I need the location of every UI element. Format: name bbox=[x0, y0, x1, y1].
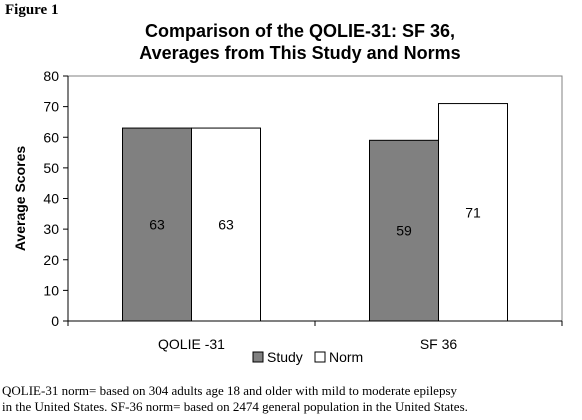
y-tick-label: 10 bbox=[43, 282, 59, 298]
y-tick-label: 20 bbox=[43, 252, 59, 268]
bar-study-0 bbox=[122, 127, 192, 322]
y-tick-label: 30 bbox=[43, 221, 59, 237]
footnote: QOLIE-31 norm= based on 304 adults age 1… bbox=[2, 383, 582, 415]
y-tick-label: 40 bbox=[43, 191, 59, 207]
y-tick-label: 50 bbox=[43, 160, 59, 176]
bar-norm-1 bbox=[438, 103, 508, 322]
data-label-norm-1: 71 bbox=[465, 204, 481, 220]
x-category-label: SF 36 bbox=[420, 336, 458, 352]
footnote-line-1: QOLIE-31 norm= based on 304 adults age 1… bbox=[2, 383, 458, 398]
y-tick-label: 70 bbox=[43, 99, 59, 115]
bar-chart: 0 10 20 30 40 50 60 70 80 Average Scores 63 63 QOLIE… bbox=[12, 68, 563, 365]
data-label-study-0: 63 bbox=[149, 217, 165, 233]
footnote-line-2: in the United States. SF-36 norm= based … bbox=[2, 399, 468, 414]
legend-swatch-norm bbox=[314, 351, 326, 363]
chart-title-line-1: Comparison of the QOLIE-31: SF 36, bbox=[144, 21, 456, 41]
bar-norm-0 bbox=[191, 127, 261, 322]
figure-label: Figure 1 bbox=[5, 2, 59, 18]
y-axis-title: Average Scores bbox=[12, 146, 28, 252]
y-tick-label: 80 bbox=[43, 68, 59, 84]
y-tick-label: 0 bbox=[51, 313, 59, 329]
legend-swatch-study bbox=[252, 351, 264, 363]
chart-title-line-2: Averages from This Study and Norms bbox=[139, 43, 461, 63]
data-label-study-1: 59 bbox=[396, 223, 412, 239]
legend-label-study: Study bbox=[267, 349, 303, 365]
bar-study-1 bbox=[369, 139, 439, 322]
chart-title: Comparison of the QOLIE-31: SF 36, Avera… bbox=[80, 20, 520, 64]
x-category-label: QOLIE -31 bbox=[158, 336, 225, 352]
y-tick-label: 60 bbox=[43, 129, 59, 145]
legend-label-norm: Norm bbox=[329, 349, 363, 365]
data-label-norm-0: 63 bbox=[218, 217, 234, 233]
